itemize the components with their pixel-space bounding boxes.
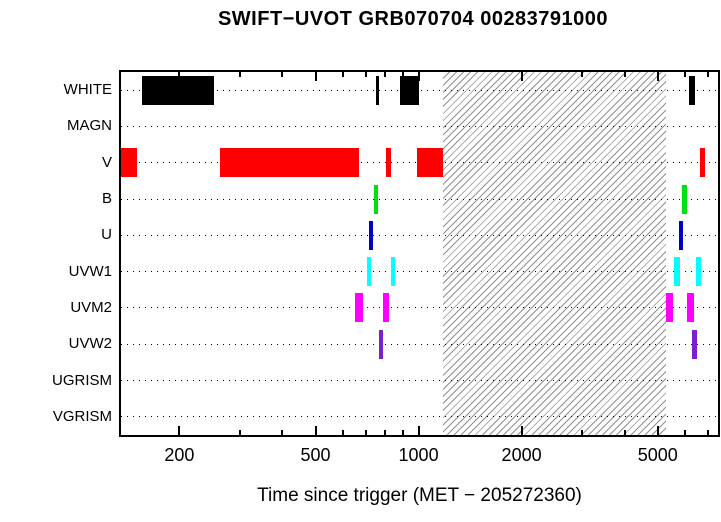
x-tick-minor [384, 430, 387, 435]
y-axis-label-uvw2: UVW2 [68, 335, 112, 353]
x-tick-minor [401, 430, 404, 435]
exposure-bar-uvm2 [687, 293, 695, 323]
x-tick-minor [364, 72, 367, 77]
exposure-bar-b [682, 184, 688, 214]
exposure-bar-v [386, 148, 391, 178]
y-axis-label-white: WHITE [63, 81, 112, 99]
x-tick-minor [384, 72, 387, 77]
x-tick-major [178, 426, 181, 435]
exposure-bar-uvw2 [692, 329, 698, 359]
row-gridline [121, 234, 718, 236]
row-gridline [121, 380, 718, 382]
y-axis-label-b: B [101, 190, 112, 208]
exposure-bar-uvm2 [355, 293, 364, 323]
exposure-bar-white [141, 75, 215, 105]
y-axis-label-magn: MAGN [67, 117, 112, 135]
exposure-bar-white [399, 75, 419, 105]
x-tick-minor [706, 72, 709, 77]
exposure-bar-uvw2 [379, 329, 384, 359]
exposure-bar-v [121, 148, 137, 178]
x-tick-minor [580, 430, 583, 435]
y-axis-label-v: V [101, 153, 112, 171]
row-gridline [121, 271, 718, 273]
exposure-bar-uvw1 [367, 257, 372, 287]
x-tick-label: 2000 [501, 445, 542, 465]
exposure-bar-uvw1 [696, 257, 702, 287]
x-tick-major [314, 426, 317, 435]
row-gridline [121, 89, 718, 91]
x-tick-minor [580, 72, 583, 77]
x-tick-major [656, 426, 659, 435]
x-tick-minor [623, 430, 626, 435]
y-axis-label-uvm2: UVM2 [70, 298, 112, 316]
x-tick-minor [364, 430, 367, 435]
exposure-bar-uvm2 [665, 293, 674, 323]
exposure-bar-uvm2 [383, 293, 390, 323]
exposure-bar-b [374, 184, 379, 214]
x-tick-major [417, 72, 420, 81]
plot-inner [121, 72, 718, 435]
x-tick-label: 200 [164, 445, 195, 465]
row-gridline [121, 125, 718, 127]
x-tick-minor [238, 72, 241, 77]
x-tick-minor [341, 72, 344, 77]
x-tick-minor [623, 72, 626, 77]
x-tick-minor [706, 430, 709, 435]
row-gridline [121, 198, 718, 200]
x-tick-minor [341, 430, 344, 435]
x-tick-minor [401, 72, 404, 77]
x-tick-major [520, 72, 523, 81]
x-tick-minor [683, 72, 686, 77]
y-axis-label-ugrism: UGRISM [52, 371, 112, 389]
x-tick-minor [683, 430, 686, 435]
y-axis-label-uvw1: UVW1 [68, 262, 112, 280]
x-tick-major [656, 72, 659, 81]
x-tick-major [314, 72, 317, 81]
row-gridline [121, 307, 718, 309]
exposure-bar-white [689, 75, 696, 105]
y-axis-label-vgrism: VGRISM [52, 407, 112, 425]
x-tick-major [178, 72, 181, 81]
x-tick-label: 500 [300, 445, 331, 465]
exposure-bar-white [376, 75, 380, 105]
exposure-bar-uvw1 [674, 257, 680, 287]
x-tick-major [520, 426, 523, 435]
no-data-hatch-region [443, 72, 666, 435]
exposure-bar-v [700, 148, 706, 178]
row-gridline [121, 343, 718, 345]
chart-title: SWIFT−UVOT GRB070704 00283791000 [217, 8, 609, 30]
exposure-bar-v [417, 148, 444, 178]
x-axis-title: Time since trigger (MET − 205272360) [257, 485, 582, 506]
exposure-bar-v [219, 148, 360, 178]
plot-frame [119, 70, 720, 437]
x-tick-minor [281, 430, 284, 435]
x-tick-minor [238, 430, 241, 435]
x-tick-label: 5000 [637, 445, 678, 465]
exposure-bar-u [369, 220, 374, 250]
exposure-bar-uvw1 [391, 257, 396, 287]
y-axis-label-u: U [101, 226, 112, 244]
exposure-bar-u [678, 220, 684, 250]
x-tick-major [417, 426, 420, 435]
x-tick-label: 1000 [398, 445, 439, 465]
row-gridline [121, 416, 718, 418]
x-tick-minor [281, 72, 284, 77]
